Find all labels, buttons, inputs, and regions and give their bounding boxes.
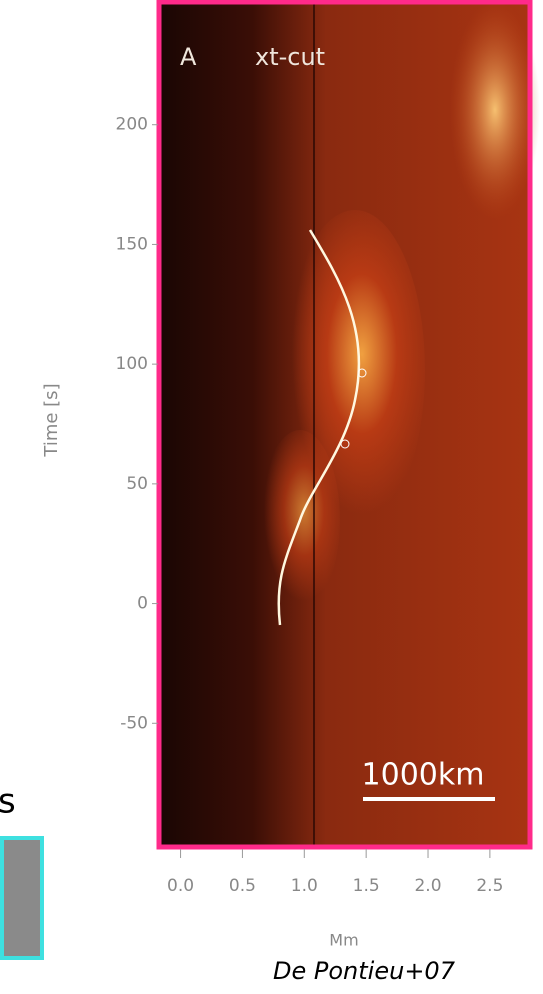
thumbnail <box>0 836 44 960</box>
x-tick-label: 0.5 <box>229 876 256 896</box>
trace-marker <box>340 439 350 449</box>
y-axis-label: Time [s] <box>41 383 62 457</box>
xt-image <box>160 0 540 845</box>
credit: De Pontieu+07 <box>273 957 456 985</box>
panel-title: xt-cut <box>255 43 325 71</box>
y-tick-label: 0 <box>137 594 148 614</box>
trace-curve <box>277 229 361 626</box>
y-tick-label: 50 <box>126 474 148 494</box>
y-tick-label: 200 <box>116 115 148 135</box>
x-tick-label: 1.5 <box>353 876 380 896</box>
scale-bar-label: 1000km <box>362 758 485 793</box>
x-tick-label: 0.0 <box>167 876 194 896</box>
trace-marker <box>357 368 367 378</box>
x-tick-label: 1.0 <box>291 876 318 896</box>
x-tick-label: 2.5 <box>476 876 503 896</box>
image-frame <box>156 0 533 850</box>
y-tick-label: 150 <box>116 234 148 254</box>
y-tick-label: 100 <box>116 354 148 374</box>
image-feature <box>450 0 540 220</box>
panel-label: A <box>180 43 197 71</box>
y-tick-label: -50 <box>120 713 148 733</box>
x-tick-label: 2.0 <box>414 876 441 896</box>
x-axis-label: Mm <box>329 931 358 950</box>
side-text: s <box>0 782 16 822</box>
